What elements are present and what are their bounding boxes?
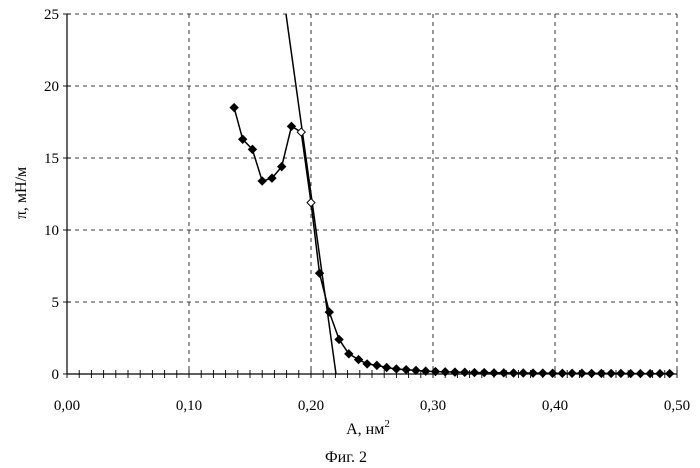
- x-axis-title-superscript: 2: [384, 418, 390, 430]
- data-point: [258, 177, 266, 185]
- data-point: [636, 370, 644, 378]
- data-point: [441, 368, 449, 376]
- data-point: [607, 369, 615, 377]
- data-point: [617, 369, 625, 377]
- data-point: [307, 199, 315, 207]
- y-tick-label: 20: [44, 79, 59, 95]
- data-point: [539, 369, 547, 377]
- y-tick-label: 5: [52, 295, 60, 311]
- data-point: [490, 369, 498, 377]
- data-point: [355, 356, 363, 364]
- data-point: [363, 360, 371, 368]
- x-tick-label: 0,10: [176, 398, 202, 414]
- data-point: [297, 128, 305, 136]
- x-tick-label: 0,30: [420, 398, 446, 414]
- data-point: [666, 370, 674, 378]
- data-point: [588, 369, 596, 377]
- axis-ticks: [63, 14, 677, 378]
- data-point: [510, 369, 518, 377]
- data-point: [373, 361, 381, 369]
- data-point: [656, 370, 664, 378]
- data-point: [558, 369, 566, 377]
- tick-labels: 0,00 0,10 0,20 0,30 0,40 0,50 0 5 10 15 20 25: [44, 7, 690, 414]
- x-tick-label: 0,50: [664, 398, 690, 414]
- x-tick-label: 0,40: [542, 398, 568, 414]
- x-tick-label: 0,20: [298, 398, 324, 414]
- y-tick-label: 25: [44, 7, 59, 23]
- data-point: [519, 369, 527, 377]
- axes: [67, 14, 677, 374]
- y-tick-label: 15: [44, 151, 59, 167]
- data-point: [412, 366, 420, 374]
- y-axis-title: π, мН/м: [13, 167, 30, 219]
- data-point: [345, 350, 353, 358]
- series-line: [234, 108, 670, 374]
- data-point: [470, 369, 478, 377]
- y-tick-label: 0: [52, 367, 60, 383]
- data-point: [287, 122, 295, 130]
- grid: [67, 14, 677, 374]
- y-tick-label: 10: [44, 223, 59, 239]
- data-point: [230, 104, 238, 112]
- plot-area: [230, 14, 674, 378]
- data-point: [392, 365, 400, 373]
- x-tick-label: 0,00: [54, 398, 80, 414]
- x-axis-title: A, нм2: [346, 418, 390, 438]
- data-point: [461, 368, 469, 376]
- data-point: [568, 369, 576, 377]
- figure-caption: Фиг. 2: [325, 449, 367, 466]
